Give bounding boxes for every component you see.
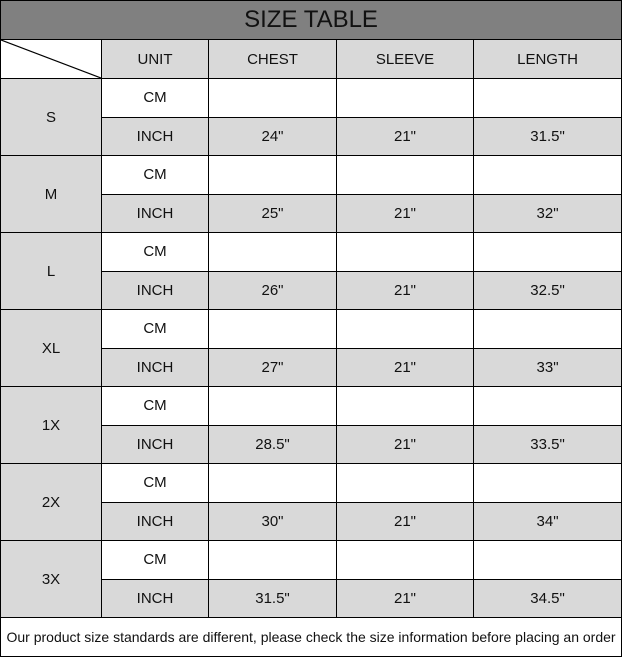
sleeve-cm-cell xyxy=(336,386,474,426)
length-cm-cell xyxy=(472,309,622,349)
chest-inch-cell: 30" xyxy=(208,501,337,541)
header-row: UNIT CHEST SLEEVE LENGTH xyxy=(0,39,622,79)
size-row-inch: INCH 28.5" 21" 33.5" xyxy=(1,424,622,464)
footer-note: Our product size standards are different… xyxy=(0,617,622,657)
size-label: S xyxy=(0,78,102,156)
length-cm-cell xyxy=(472,540,622,580)
size-row-inch: INCH 24" 21" 31.5" xyxy=(1,116,622,156)
table-title: SIZE TABLE xyxy=(0,0,622,40)
sleeve-inch-cell: 21" xyxy=(336,578,474,618)
chest-cm-cell xyxy=(208,309,337,349)
sleeve-inch-cell: 21" xyxy=(336,116,474,156)
size-label: XL xyxy=(0,309,102,387)
length-inch-cell: 32" xyxy=(472,193,622,233)
length-inch-cell: 34.5" xyxy=(472,578,622,618)
length-cm-cell xyxy=(472,78,622,118)
size-label: L xyxy=(0,232,102,310)
size-row-cm: 3X CM xyxy=(0,540,622,618)
sleeve-cm-cell xyxy=(336,463,474,503)
length-inch-cell: 31.5" xyxy=(472,116,622,156)
size-row-inch: INCH 25" 21" 32" xyxy=(1,193,622,233)
sleeve-cm-cell xyxy=(336,232,474,272)
sleeve-inch-cell: 21" xyxy=(336,347,474,387)
size-row-cm: 1X CM xyxy=(0,386,622,464)
size-row-inch: INCH 27" 21" 33" xyxy=(1,347,622,387)
header-sleeve: SLEEVE xyxy=(336,39,474,79)
diagonal-corner-cell xyxy=(0,39,102,79)
length-cm-cell xyxy=(472,232,622,272)
unit-inch: INCH xyxy=(101,347,209,387)
length-cm-cell xyxy=(472,463,622,503)
unit-cm: CM xyxy=(101,309,209,349)
unit-cm: CM xyxy=(101,232,209,272)
chest-inch-cell: 27" xyxy=(208,347,337,387)
chest-inch-cell: 28.5" xyxy=(208,424,337,464)
size-label: 1X xyxy=(0,386,102,464)
unit-inch: INCH xyxy=(101,501,209,541)
chest-inch-cell: 31.5" xyxy=(208,578,337,618)
chest-cm-cell xyxy=(208,540,337,580)
unit-cm: CM xyxy=(101,386,209,426)
header-unit: UNIT xyxy=(101,39,209,79)
header-length: LENGTH xyxy=(472,39,622,79)
size-label: M xyxy=(0,155,102,233)
sleeve-cm-cell xyxy=(336,155,474,195)
length-inch-cell: 32.5" xyxy=(472,270,622,310)
sleeve-cm-cell xyxy=(336,78,474,118)
chest-inch-cell: 25" xyxy=(208,193,337,233)
size-row-cm: XL CM xyxy=(0,309,622,387)
size-row-cm: 2X CM xyxy=(0,463,622,541)
chest-inch-cell: 26" xyxy=(208,270,337,310)
sleeve-inch-cell: 21" xyxy=(336,193,474,233)
chest-cm-cell xyxy=(208,155,337,195)
size-row-inch: INCH 30" 21" 34" xyxy=(1,501,622,541)
length-inch-cell: 33" xyxy=(472,347,622,387)
header-chest: CHEST xyxy=(208,39,337,79)
unit-cm: CM xyxy=(101,155,209,195)
unit-inch: INCH xyxy=(101,270,209,310)
chest-cm-cell xyxy=(208,463,337,503)
sleeve-cm-cell xyxy=(336,540,474,580)
chest-cm-cell xyxy=(208,386,337,426)
size-label: 2X xyxy=(0,463,102,541)
size-label: 3X xyxy=(0,540,102,618)
sleeve-inch-cell: 21" xyxy=(336,270,474,310)
sleeve-inch-cell: 21" xyxy=(336,501,474,541)
sleeve-inch-cell: 21" xyxy=(336,424,474,464)
size-row-inch: INCH 26" 21" 32.5" xyxy=(1,270,622,310)
length-cm-cell xyxy=(472,155,622,195)
sleeve-cm-cell xyxy=(336,309,474,349)
unit-cm: CM xyxy=(101,463,209,503)
size-row-cm: S CM xyxy=(0,78,622,156)
unit-inch: INCH xyxy=(101,578,209,618)
size-row-cm: L CM xyxy=(0,232,622,310)
size-row-cm: M CM xyxy=(0,155,622,233)
unit-inch: INCH xyxy=(101,424,209,464)
length-inch-cell: 33.5" xyxy=(472,424,622,464)
chest-cm-cell xyxy=(208,78,337,118)
chest-cm-cell xyxy=(208,232,337,272)
size-row-inch: INCH 31.5" 21" 34.5" xyxy=(1,578,622,618)
length-cm-cell xyxy=(472,386,622,426)
unit-cm: CM xyxy=(101,540,209,580)
length-inch-cell: 34" xyxy=(472,501,622,541)
unit-inch: INCH xyxy=(101,193,209,233)
unit-inch: INCH xyxy=(101,116,209,156)
chest-inch-cell: 24" xyxy=(208,116,337,156)
unit-cm: CM xyxy=(101,78,209,118)
